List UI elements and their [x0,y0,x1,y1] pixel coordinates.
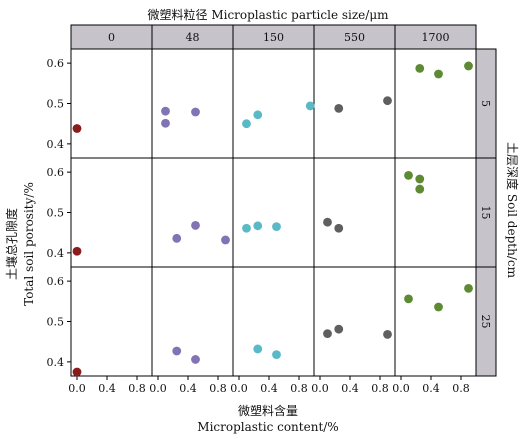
x-tick-label: 0.0 [311,382,329,395]
data-point [172,233,182,243]
y-tick-label: 0.6 [47,275,65,288]
data-point [415,63,425,73]
x-axis-title-en: Microplastic content/% [197,420,338,434]
data-point [191,107,200,117]
data-points [72,61,473,377]
data-point [191,355,200,364]
data-point [272,350,281,360]
panel [394,48,477,159]
right-axis-title: 土层深度 Soil depth/cm [505,142,520,279]
data-point [72,367,82,377]
data-point [72,246,82,256]
x-tick-label: 0.0 [230,382,248,395]
y-tick-label: 0.6 [47,166,65,179]
data-point [415,184,425,194]
column-strips: 0 48 150 550 1700 [70,24,477,50]
x-axis-title-cn: 微塑料含量 [238,403,298,418]
panel [313,157,396,268]
data-point [323,217,332,227]
data-point [172,346,182,356]
data-point [464,61,473,71]
data-point [334,324,344,334]
x-tick-label: 0.4 [179,382,197,395]
data-point [305,101,315,111]
panel [70,157,153,268]
column-strip-label: 1700 [422,31,450,44]
row-strip-label: 15 [479,206,492,220]
chart-title: 微塑料粒径 Microplastic particle size/μm [148,7,390,22]
data-point [253,344,263,354]
panel [232,48,315,159]
y-tick-label: 0.5 [47,207,65,220]
data-point [242,119,251,129]
panel [151,157,234,268]
panel [313,48,396,159]
y-tick-label: 0.5 [47,316,65,329]
panel [232,266,315,377]
data-point [72,124,82,133]
x-tick-label: 0.8 [128,382,146,395]
data-point [272,222,281,232]
data-point [415,174,425,184]
row-strip-label: 5 [479,100,492,107]
x-tick-label: 0.4 [422,382,440,395]
y-axis: 0.4 0.5 0.6 0.4 0.5 0.6 0.4 0.5 0.6 [47,57,71,369]
x-tick-label: 0.0 [68,382,86,395]
data-point [334,223,344,233]
panel [232,157,315,268]
x-tick-label: 0.4 [341,382,359,395]
panel [70,48,153,159]
data-point [323,329,332,339]
x-axis: 0.0 0.4 0.8 0.0 0.4 0.8 0.0 0.4 0.8 0.0 0.4 0.8 0.0 0… [68,376,470,395]
data-point [161,106,170,116]
column-strip [70,24,153,50]
data-point [383,330,392,339]
y-tick-label: 0.5 [47,98,65,111]
x-tick-label: 0.4 [98,382,116,395]
data-point [383,96,392,106]
panel [70,266,153,377]
column-strip [151,24,234,50]
x-tick-label: 0.8 [452,382,470,395]
column-strip-label: 550 [344,31,365,44]
x-tick-label: 0.0 [392,382,410,395]
column-strip-label: 0 [108,31,115,44]
data-point [161,118,170,128]
data-point [404,170,413,180]
x-tick-label: 0.8 [290,382,308,395]
y-axis-title-en: Total soil porosity/% [22,182,36,306]
x-tick-label: 0.4 [260,382,278,395]
data-point [253,110,263,120]
row-strip-label: 25 [479,315,492,329]
data-point [242,223,251,233]
y-tick-label: 0.4 [47,247,65,260]
row-strips: 5 15 25 [475,48,497,377]
data-point [434,302,443,312]
y-axis-title-cn: 土壤总孔隙度 [4,208,19,280]
x-tick-label: 0.0 [149,382,167,395]
y-tick-label: 0.6 [47,57,65,70]
panel [394,266,477,377]
column-strip-label: 150 [263,31,284,44]
panels [70,48,477,377]
x-tick-label: 0.8 [209,382,227,395]
y-tick-label: 0.4 [47,356,65,369]
data-point [253,221,263,231]
data-point [334,103,344,113]
data-point [464,283,473,293]
data-point [221,235,230,245]
panel [313,266,396,377]
y-tick-label: 0.4 [47,138,65,151]
data-point [404,294,413,304]
x-tick-label: 0.8 [371,382,389,395]
column-strip-label: 48 [186,31,200,44]
data-point [191,221,200,230]
data-point [434,69,443,79]
panel [151,48,234,159]
